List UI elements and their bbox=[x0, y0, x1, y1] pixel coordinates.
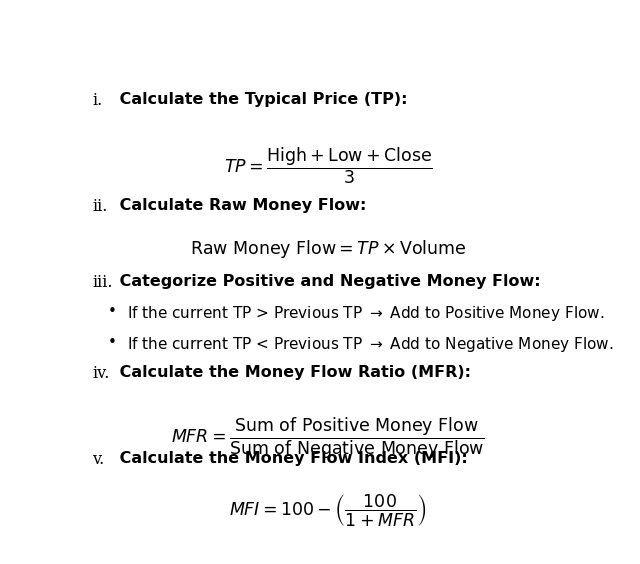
Text: Calculate the Money Flow Index (MFI):: Calculate the Money Flow Index (MFI): bbox=[114, 451, 467, 466]
Text: $\mathit{MFR} = \dfrac{\mathrm{Sum\ of\ Positive\ Money\ Flow}}{\mathrm{Sum\ of\: $\mathit{MFR} = \dfrac{\mathrm{Sum\ of\ … bbox=[171, 415, 485, 461]
Text: If the current TP > Previous TP $\rightarrow$ Add to Positive Money Flow.: If the current TP > Previous TP $\righta… bbox=[127, 305, 604, 323]
Text: i.: i. bbox=[92, 91, 102, 108]
Text: Calculate Raw Money Flow:: Calculate Raw Money Flow: bbox=[114, 198, 366, 213]
Text: $\mathrm{Raw\ Money\ Flow} = \mathit{TP} \times \mathrm{Volume}$: $\mathrm{Raw\ Money\ Flow} = \mathit{TP}… bbox=[190, 238, 466, 260]
Text: Calculate the Typical Price (TP):: Calculate the Typical Price (TP): bbox=[114, 91, 407, 107]
Text: ii.: ii. bbox=[92, 198, 108, 215]
Text: •: • bbox=[108, 305, 116, 319]
Text: •: • bbox=[108, 335, 116, 350]
Text: v.: v. bbox=[92, 451, 105, 468]
Text: $\mathit{TP} = \dfrac{\mathrm{High} + \mathrm{Low} + \mathrm{Close}}{3}$: $\mathit{TP} = \dfrac{\mathrm{High} + \m… bbox=[223, 146, 433, 186]
Text: $\mathit{MFI} = 100 - \left(\dfrac{100}{1 + \mathit{MFR}}\right)$: $\mathit{MFI} = 100 - \left(\dfrac{100}{… bbox=[229, 492, 427, 528]
Text: Categorize Positive and Negative Money Flow:: Categorize Positive and Negative Money F… bbox=[114, 274, 540, 289]
Text: If the current TP < Previous TP $\rightarrow$ Add to Negative Money Flow.: If the current TP < Previous TP $\righta… bbox=[127, 335, 614, 354]
Text: iv.: iv. bbox=[92, 365, 110, 382]
Text: Calculate the Money Flow Ratio (MFR):: Calculate the Money Flow Ratio (MFR): bbox=[114, 365, 471, 380]
Text: iii.: iii. bbox=[92, 274, 113, 291]
